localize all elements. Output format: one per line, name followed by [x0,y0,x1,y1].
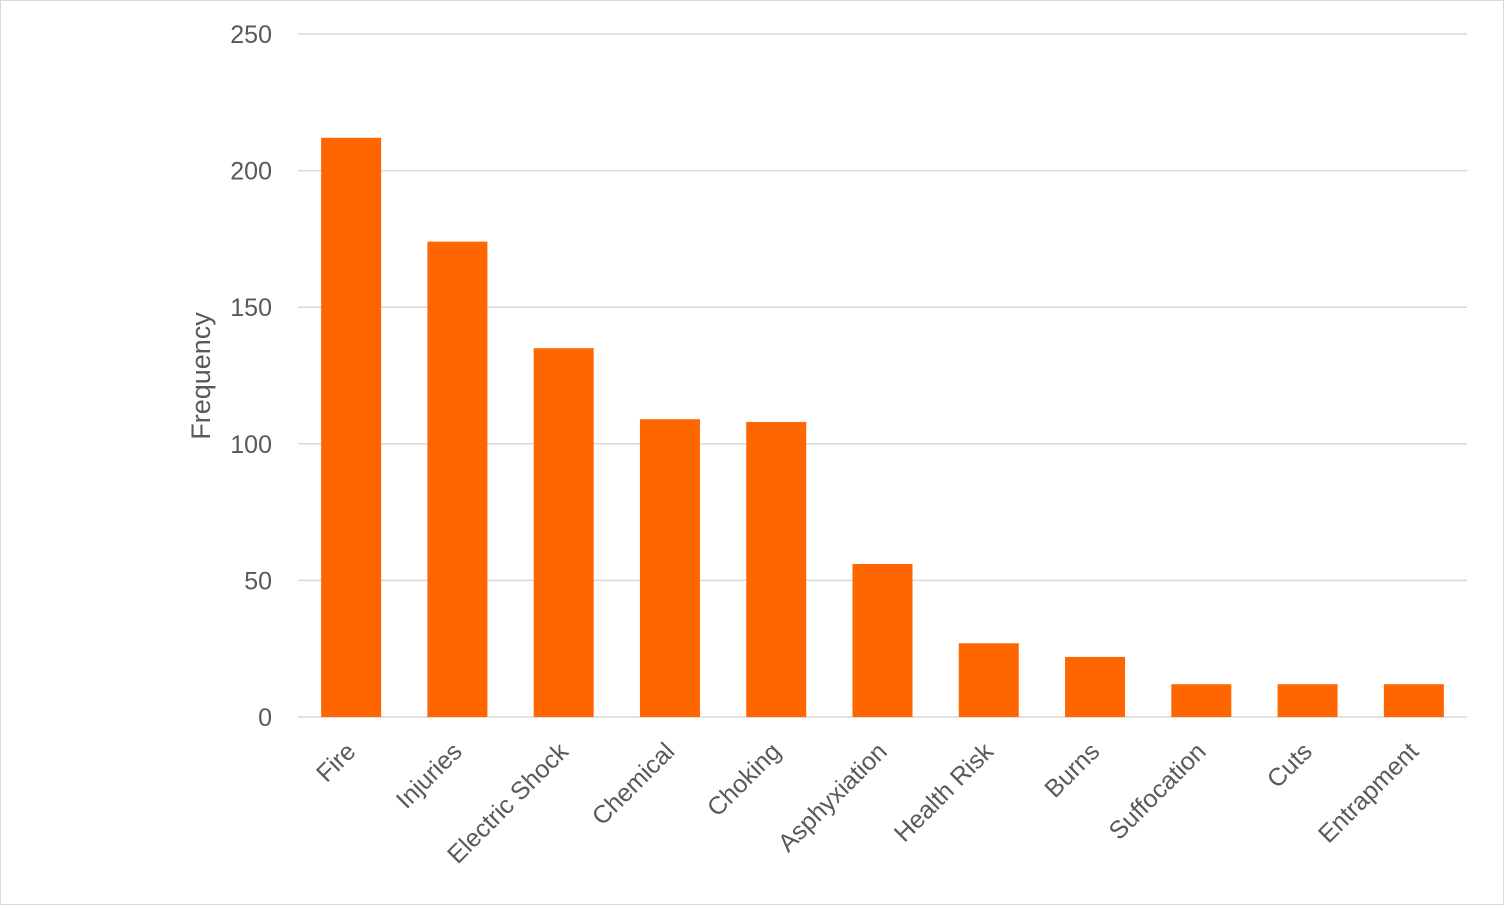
bar-cuts [1277,684,1338,717]
y-tick-label: 0 [258,704,272,732]
bar-asphyxiation [852,564,913,717]
y-tick-label: 100 [230,431,272,459]
bar-choking [746,421,807,717]
bar-chemical [639,419,700,717]
bar-fire [321,137,382,718]
bar-health-risk [958,643,1019,717]
y-tick-label: 50 [244,567,272,595]
bar-injuries [427,241,488,717]
y-axis-title: Frequency [186,312,216,440]
bar-electric-shock [533,348,594,717]
y-tick-label: 150 [230,294,272,322]
bar-suffocation [1171,684,1232,717]
bar-burns [1065,656,1126,717]
y-tick-label: 200 [230,158,272,186]
y-tick-label: 250 [230,21,272,49]
bar-entrapment [1383,684,1444,717]
